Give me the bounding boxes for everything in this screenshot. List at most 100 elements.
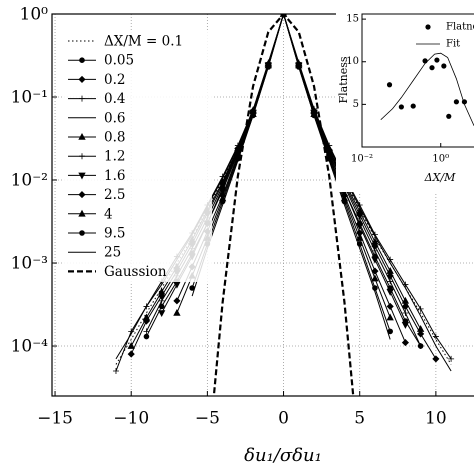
data-point — [386, 267, 394, 274]
series-line — [212, 14, 355, 396]
legend-marker — [79, 230, 85, 236]
data-point — [417, 330, 425, 338]
data-point — [401, 322, 410, 329]
data-point — [386, 313, 394, 321]
x-tick-label: 0 — [278, 409, 289, 429]
data-point — [158, 297, 165, 304]
data-point — [401, 339, 409, 347]
legend-label: Flatness — [446, 22, 474, 33]
legend-label: 25 — [104, 245, 121, 261]
data-point — [386, 82, 393, 88]
legend-label: 9.5 — [104, 226, 125, 242]
data-point — [356, 207, 364, 215]
legend-marker — [78, 132, 86, 140]
legend-marker — [78, 172, 86, 180]
legend-label: 0.8 — [104, 130, 125, 146]
data-point — [402, 309, 409, 316]
data-point — [386, 289, 394, 296]
x-tick-label: 10 — [425, 409, 447, 429]
data-point — [401, 296, 410, 304]
legend-marker — [78, 191, 86, 199]
x-tick-label: −5 — [195, 409, 220, 429]
y-tick-label: 10⁻² — [11, 171, 48, 191]
data-point — [432, 333, 439, 340]
data-point — [371, 267, 379, 275]
data-point — [173, 308, 181, 316]
y-tick-label: 10⁻¹ — [11, 88, 48, 108]
legend: ΔX/M = 0.1 0.05 0.2 0.4 0.6 0.8 1.2 1.6 2.5 4 9.5 2… — [62, 30, 212, 282]
data-point — [127, 350, 135, 358]
y-tick-label: 5 — [353, 99, 359, 110]
data-point — [429, 65, 435, 71]
legend-label: Fit — [446, 39, 460, 50]
data-point — [417, 343, 424, 350]
data-point — [356, 215, 363, 222]
inset-series — [380, 52, 474, 126]
y-tick-label: 10⁰ — [20, 5, 49, 25]
data-point — [173, 281, 181, 289]
x-tick-label: −10 — [113, 409, 149, 429]
data-point — [386, 302, 394, 310]
legend-label: 1.2 — [104, 149, 125, 165]
data-point — [143, 328, 150, 335]
data-point — [417, 305, 424, 312]
series-group — [112, 14, 455, 396]
y-tick-label: 10⁻⁴ — [11, 337, 49, 357]
series-line — [191, 14, 391, 340]
data-point — [398, 104, 404, 110]
data-point — [112, 368, 119, 375]
legend-label: 2.5 — [104, 187, 125, 203]
legend-marker — [79, 153, 85, 160]
data-point — [410, 103, 416, 109]
data-point — [446, 113, 452, 119]
legend-marker — [79, 57, 85, 63]
series-line — [176, 14, 391, 318]
x-tick-label: −15 — [37, 409, 73, 429]
data-point — [434, 57, 440, 63]
x-tick-label: 10⁰ — [432, 154, 449, 165]
plot-frame — [51, 13, 474, 397]
inset-background — [336, 12, 474, 192]
data-point — [371, 256, 379, 264]
x-tick-label: 5 — [354, 409, 365, 429]
legend-marker — [79, 95, 85, 102]
data-point — [142, 313, 151, 321]
data-point — [158, 310, 166, 318]
inset-x-axis-label: ΔX/M — [424, 171, 456, 184]
data-point — [432, 355, 440, 363]
legend-label: 0.4 — [104, 91, 125, 107]
x-axis-label: δu₁/σδu₁ — [244, 445, 322, 466]
legend-marker — [425, 24, 431, 30]
legend-label: 0.6 — [104, 110, 125, 126]
legend-label: 4 — [104, 206, 113, 222]
data-point — [453, 99, 459, 105]
data-point — [356, 223, 364, 230]
y-tick-label: 10 — [346, 56, 359, 67]
data-point — [127, 341, 135, 349]
data-point — [387, 278, 394, 285]
data-point — [143, 333, 150, 340]
legend-label: Gaussion — [104, 264, 167, 280]
legend-label: 0.2 — [104, 72, 125, 88]
legend-label: 0.05 — [104, 53, 134, 69]
inset-y-axis-label: Flatness — [337, 56, 350, 103]
y-tick-label: 15 — [346, 14, 359, 25]
y-tick-label: 10⁻³ — [11, 254, 48, 274]
legend-label: ΔX/M = 0.1 — [104, 34, 183, 50]
data-point — [173, 297, 181, 305]
legend-label: 1.6 — [104, 168, 125, 184]
data-point — [416, 325, 425, 332]
data-point — [371, 247, 378, 254]
data-point — [422, 58, 428, 64]
data-point — [371, 274, 379, 282]
legend-marker — [78, 209, 86, 217]
data-point — [158, 287, 166, 295]
data-point — [448, 355, 455, 362]
data-point — [371, 237, 379, 245]
x-tick-label: 10⁻² — [351, 154, 373, 165]
series-line — [380, 52, 474, 126]
legend-marker — [78, 75, 86, 83]
data-point — [441, 63, 447, 69]
